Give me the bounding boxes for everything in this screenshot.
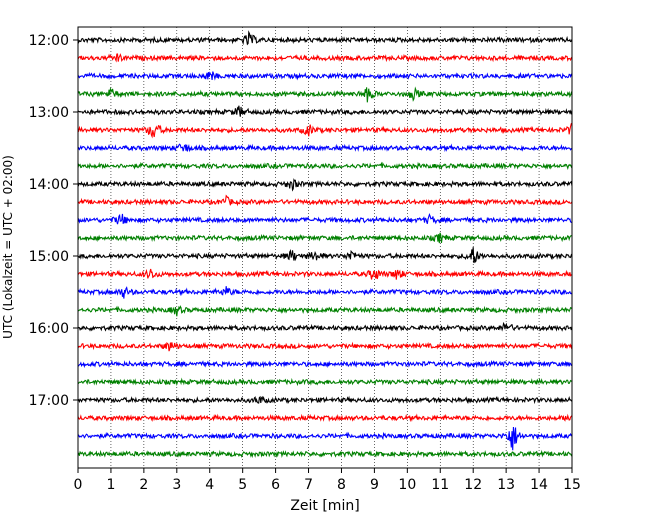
trace-1200 xyxy=(77,30,573,46)
trace-1215 xyxy=(77,53,573,63)
x-tick-label-2: 2 xyxy=(139,477,148,493)
trace-1500 xyxy=(77,247,573,264)
trace-1515 xyxy=(77,268,573,280)
y-tick-label-1500: 15:00 xyxy=(29,249,69,265)
x-tick-label-4: 4 xyxy=(205,477,214,493)
y-tick-label-1700: 17:00 xyxy=(29,393,69,409)
trace-1415 xyxy=(77,194,573,207)
trace-1745 xyxy=(77,449,573,459)
trace-1530 xyxy=(77,286,573,299)
x-tick-label-6: 6 xyxy=(271,477,280,493)
y-tick-label-1400: 14:00 xyxy=(29,177,69,193)
y-axis-ticks: 12:00 13:00 14:00 15:00 16:00 17:00 xyxy=(29,33,78,409)
trace-1730 xyxy=(77,426,573,451)
x-tick-label-13: 13 xyxy=(497,477,515,493)
trace-group xyxy=(77,30,573,459)
x-tick-label-7: 7 xyxy=(304,477,313,493)
y-tick-label-1200: 12:00 xyxy=(29,33,69,49)
x-tick-label-3: 3 xyxy=(172,477,181,493)
plot-area xyxy=(78,27,572,468)
trace-1700 xyxy=(77,395,573,405)
x-tick-label-14: 14 xyxy=(530,477,548,493)
trace-1630 xyxy=(77,359,573,369)
x-tick-label-11: 11 xyxy=(431,477,449,493)
plot-frame xyxy=(77,26,573,469)
x-tick-label-8: 8 xyxy=(337,477,346,493)
y-tick-label-1600: 16:00 xyxy=(29,321,69,337)
x-tick-label-1: 1 xyxy=(106,477,115,493)
trace-1445 xyxy=(77,232,573,244)
trace-1330 xyxy=(77,143,573,153)
x-tick-label-15: 15 xyxy=(563,477,581,493)
trace-1545 xyxy=(77,305,573,317)
x-axis-ticks: 0 1 2 3 4 5 6 7 8 9 10 11 12 13 14 15 xyxy=(74,468,581,493)
x-axis-label: Zeit [min] xyxy=(290,498,359,514)
trace-1230 xyxy=(77,71,573,81)
trace-1245 xyxy=(77,86,573,103)
trace-1645 xyxy=(77,377,573,387)
x-tick-label-0: 0 xyxy=(74,477,83,493)
x-tick-label-5: 5 xyxy=(238,477,247,493)
trace-1400 xyxy=(77,178,573,192)
trace-1345 xyxy=(77,161,573,171)
x-tick-label-10: 10 xyxy=(398,477,416,493)
y-axis-label: UTC (Lokalzeit = UTC + 02:00) xyxy=(1,155,15,339)
trace-1300 xyxy=(77,105,573,117)
y-tick-label-1300: 13:00 xyxy=(29,105,69,121)
x-tick-label-9: 9 xyxy=(370,477,379,493)
x-tick-label-12: 12 xyxy=(464,477,482,493)
trace-1430 xyxy=(77,212,573,225)
trace-1315 xyxy=(77,122,573,139)
trace-1715 xyxy=(77,413,573,423)
trace-1615 xyxy=(77,341,573,352)
trace-1600 xyxy=(77,321,573,333)
